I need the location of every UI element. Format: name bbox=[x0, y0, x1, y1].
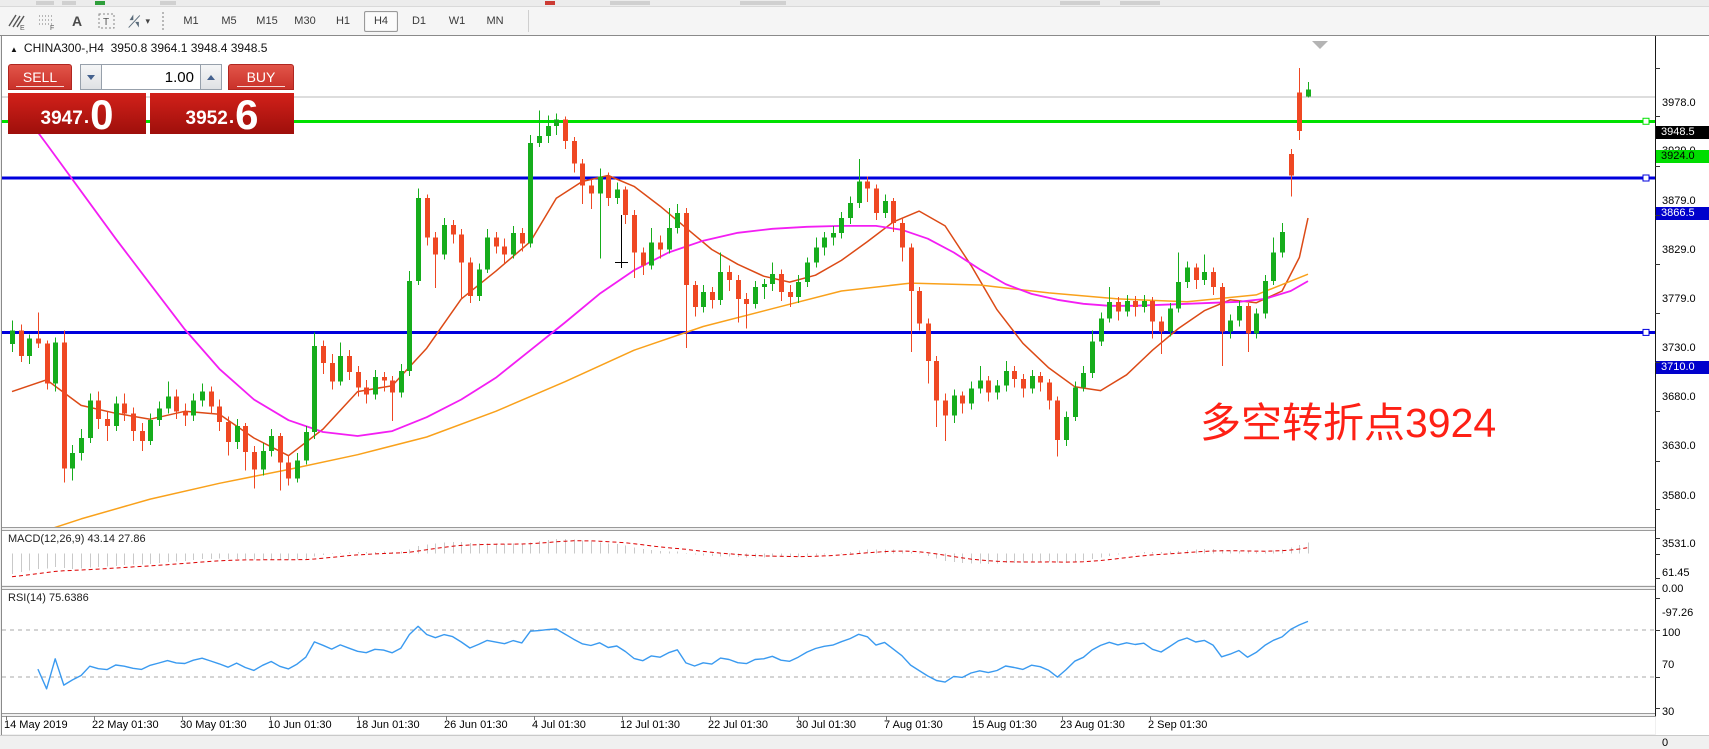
time-label: 26 Jun 01:30 bbox=[444, 719, 508, 731]
sell-button[interactable]: SELL bbox=[8, 64, 72, 90]
time-label: 14 May 2019 bbox=[4, 719, 68, 731]
chart-ohlc-values: 3950.8 3964.1 3948.4 3948.5 bbox=[110, 41, 268, 55]
spinner-down-icon bbox=[87, 74, 95, 80]
price-axis[interactable]: 3978.03929.03879.03829.03779.03730.03680… bbox=[1656, 36, 1709, 749]
rsi-tick: 100 bbox=[1662, 627, 1681, 639]
toolbar-grip[interactable] bbox=[162, 12, 164, 30]
time-label: 30 May 01:30 bbox=[180, 719, 247, 731]
chart-symbol-label: CHINA300-,H4 bbox=[23, 41, 104, 55]
volume-increase-button[interactable] bbox=[200, 64, 222, 90]
price-tick: 3730.0 bbox=[1662, 342, 1696, 354]
price-badge-3924.0: 3924.0 bbox=[1656, 150, 1709, 163]
buy-price-button[interactable]: 3952. 6 bbox=[150, 91, 294, 138]
red-icon-fragment bbox=[545, 1, 555, 5]
macd-tick: -97.26 bbox=[1662, 607, 1694, 619]
green-icon-fragment bbox=[95, 1, 105, 5]
timeframe-button-mn[interactable]: MN bbox=[486, 14, 504, 27]
time-axis[interactable]: 14 May 2019 22 May 01:30 30 May 01:30 10 Ju… bbox=[2, 717, 1655, 734]
rsi-value: 75.6386 bbox=[48, 592, 89, 604]
timeframe-button-m5[interactable]: M5 bbox=[221, 14, 237, 27]
text-label-icon[interactable]: T bbox=[94, 9, 120, 33]
price-tick: 3829.0 bbox=[1662, 244, 1696, 256]
time-label: 23 Aug 01:30 bbox=[1060, 719, 1125, 731]
spinner-up-icon bbox=[207, 74, 215, 80]
time-label: 22 May 01:30 bbox=[92, 719, 159, 731]
chart-title: ▲ CHINA300-,H4 3950.8 3964.1 3948.4 3948.… bbox=[10, 41, 267, 55]
svg-text:E: E bbox=[20, 25, 25, 31]
buy-price-main: 3952 bbox=[185, 108, 228, 129]
window-border-left bbox=[1, 36, 2, 735]
window-bottom-strip bbox=[0, 735, 1709, 743]
rsi-panel[interactable] bbox=[2, 590, 1655, 713]
chevron-down-icon[interactable]: ▾ bbox=[145, 15, 150, 26]
price-tick: 3879.0 bbox=[1662, 195, 1696, 207]
time-label: 4 Jul 01:30 bbox=[532, 719, 586, 731]
chart-toolbar: E F A T ▾ M1 M5 M15 M30 H1 H4 D1 W1 MN bbox=[0, 7, 1709, 36]
collapse-triangle-icon[interactable]: ▲ bbox=[10, 45, 18, 54]
volume-input[interactable] bbox=[102, 64, 200, 90]
chart-shift-marker-icon[interactable] bbox=[1312, 41, 1328, 49]
chart-annotation-text: 多空转折点3924 bbox=[1200, 400, 1497, 446]
sell-price-pip: 0 bbox=[90, 91, 114, 138]
price-axis-border bbox=[1655, 36, 1656, 716]
price-tick: 3779.0 bbox=[1662, 293, 1696, 305]
price-tick: 3630.0 bbox=[1662, 440, 1696, 452]
price-tick: 3978.0 bbox=[1662, 97, 1696, 109]
time-label: 30 Jul 01:30 bbox=[796, 719, 856, 731]
macd-tick: 61.45 bbox=[1662, 567, 1690, 579]
rsi-label: RSI(14) 75.6386 bbox=[8, 592, 89, 604]
time-label: 10 Jun 01:30 bbox=[268, 719, 332, 731]
timeframe-button-w1[interactable]: W1 bbox=[448, 14, 466, 27]
text-a-icon[interactable]: A bbox=[71, 13, 83, 29]
time-label: 2 Sep 01:30 bbox=[1148, 719, 1208, 731]
rsi-tick: 0 bbox=[1662, 737, 1669, 749]
time-label: 12 Jul 01:30 bbox=[620, 719, 680, 731]
volume-decrease-button[interactable] bbox=[80, 64, 102, 90]
time-label: 22 Jul 01:30 bbox=[708, 719, 768, 731]
timeframe-button-m30[interactable]: M30 bbox=[294, 14, 316, 27]
macd-label: MACD(12,26,9) 43.14 27.86 bbox=[8, 533, 146, 545]
macd-panel[interactable] bbox=[2, 531, 1655, 585]
macd-values: 43.14 27.86 bbox=[87, 533, 146, 545]
one-click-trade-panel: SELL BUY 3947.0 3952.6 bbox=[8, 64, 294, 138]
time-label: 18 Jun 01:30 bbox=[356, 719, 420, 731]
timeframe-button-h4[interactable]: H4 bbox=[364, 10, 398, 32]
window-border-top bbox=[0, 35, 1709, 36]
price-badge-3710.0: 3710.0 bbox=[1656, 361, 1709, 374]
timeframe-button-m15[interactable]: M15 bbox=[256, 14, 278, 27]
svg-text:T: T bbox=[103, 17, 109, 28]
timeframe-button-h1[interactable]: H1 bbox=[335, 14, 351, 27]
macd-tick: 0.00 bbox=[1662, 583, 1684, 595]
buy-button[interactable]: BUY bbox=[228, 64, 294, 90]
timeframe-button-d1[interactable]: D1 bbox=[411, 14, 427, 27]
toolbar-separator bbox=[528, 10, 529, 32]
rsi-tick: 30 bbox=[1662, 706, 1675, 718]
timeframe-button-m1[interactable]: M1 bbox=[183, 14, 199, 27]
volume-control bbox=[80, 64, 222, 90]
sell-price-main: 3947 bbox=[40, 108, 83, 129]
price-tick: 3580.0 bbox=[1662, 490, 1696, 502]
price-badge-3948.5: 3948.5 bbox=[1656, 126, 1709, 139]
grid-dots-icon[interactable]: F bbox=[34, 9, 60, 33]
indicators-hatch-icon[interactable]: E bbox=[4, 9, 30, 33]
time-label: 15 Aug 01:30 bbox=[972, 719, 1037, 731]
price-tick: 3680.0 bbox=[1662, 391, 1696, 403]
arrow-objects-icon[interactable]: ▾ bbox=[124, 9, 150, 33]
price-tick: 3531.0 bbox=[1662, 538, 1696, 550]
timeframe-group: M1 M5 M15 M30 H1 H4 D1 W1 MN bbox=[172, 10, 514, 32]
rsi-tick: 70 bbox=[1662, 659, 1675, 671]
svg-text:F: F bbox=[50, 25, 54, 31]
clipped-upper-toolbar bbox=[0, 0, 1709, 7]
buy-price-pip: 6 bbox=[235, 91, 259, 138]
price-badge-3866.5: 3866.5 bbox=[1656, 207, 1709, 220]
sell-price-button[interactable]: 3947. 0 bbox=[8, 91, 146, 138]
time-label: 7 Aug 01:30 bbox=[884, 719, 943, 731]
